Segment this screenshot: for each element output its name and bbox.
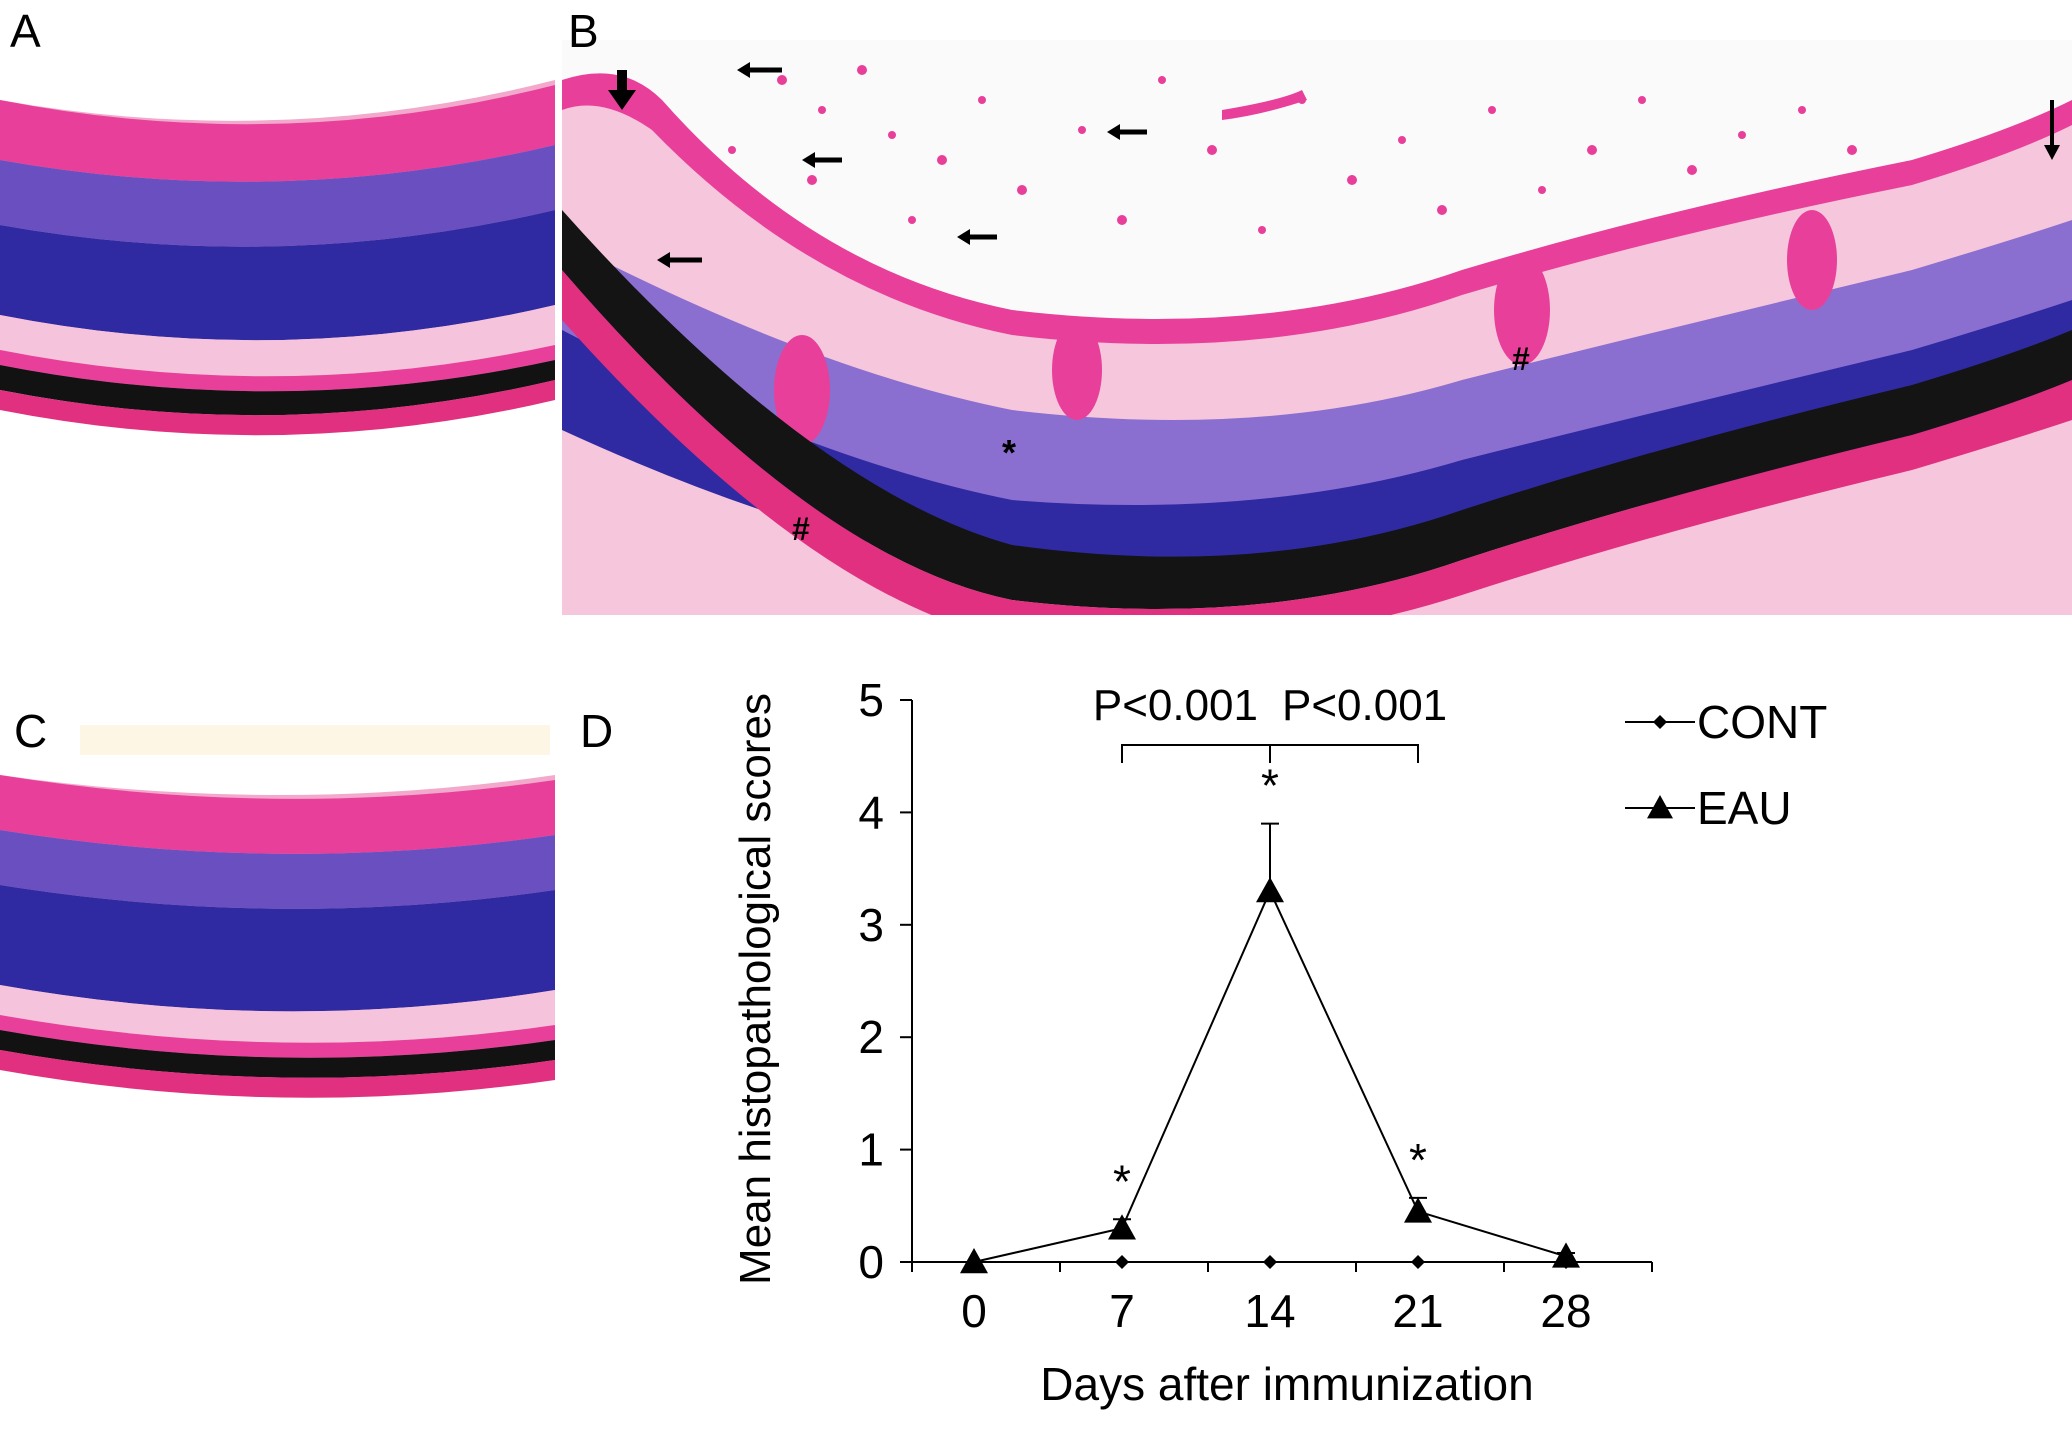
- data-point-eau: [1404, 1197, 1432, 1223]
- data-point-eau: [1108, 1214, 1136, 1240]
- plot-marks: [960, 822, 1580, 1274]
- legend-marker-eau: [1647, 795, 1673, 819]
- data-point-eau: [1552, 1242, 1580, 1268]
- x-tick-label: 7: [1109, 1285, 1135, 1337]
- y-tick-label: 5: [858, 674, 884, 726]
- plot-annotations: ***P<0.001 P<0.001: [1093, 681, 1447, 1207]
- data-point-cont: [1115, 1255, 1129, 1269]
- hash-mark: #: [1512, 341, 1530, 377]
- series-line-eau: [973, 888, 1567, 1263]
- y-tick-label: 3: [858, 899, 884, 951]
- significance-asterisk: *: [1113, 1155, 1131, 1207]
- panel-label-d: D: [580, 705, 614, 757]
- y-tick-label: 1: [858, 1124, 884, 1176]
- p-value-right: P<0.001: [1282, 681, 1447, 730]
- panel-label-c: C: [14, 705, 48, 757]
- data-point-cont: [1411, 1255, 1425, 1269]
- p-value-left: P<0.001: [1093, 681, 1258, 730]
- micrograph-a: [0, 60, 555, 610]
- data-point-eau: [1256, 877, 1284, 903]
- micrograph-b: # # *: [562, 40, 2072, 615]
- data-point-eau: [960, 1248, 988, 1274]
- y-tick-label: 4: [858, 786, 884, 838]
- y-tick-label: 0: [858, 1236, 884, 1288]
- x-tick-label: 28: [1540, 1285, 1591, 1337]
- x-tick-label: 21: [1392, 1285, 1443, 1337]
- data-point-cont: [1263, 1255, 1277, 1269]
- y-tick-label: 2: [858, 1011, 884, 1063]
- y-axis-title: Mean histopathological scores: [731, 693, 780, 1285]
- panel-label-a: A: [10, 5, 41, 57]
- significance-asterisk: *: [1409, 1134, 1427, 1186]
- micrograph-c: [0, 725, 555, 1145]
- legend-label-eau: EAU: [1697, 782, 1792, 834]
- legend-marker-cont: [1653, 715, 1667, 729]
- hash-mark: #: [792, 511, 810, 547]
- x-tick-label: 14: [1244, 1285, 1295, 1337]
- significance-asterisk: *: [1261, 760, 1279, 812]
- x-axis-title: Days after immunization: [1040, 1358, 1533, 1410]
- legend-label-cont: CONT: [1697, 696, 1827, 748]
- panel-label-b: B: [568, 5, 599, 57]
- chart-legend: CONT EAU: [1625, 696, 1827, 834]
- x-tick-label: 0: [961, 1285, 987, 1337]
- asterisk-mark: *: [1002, 432, 1016, 473]
